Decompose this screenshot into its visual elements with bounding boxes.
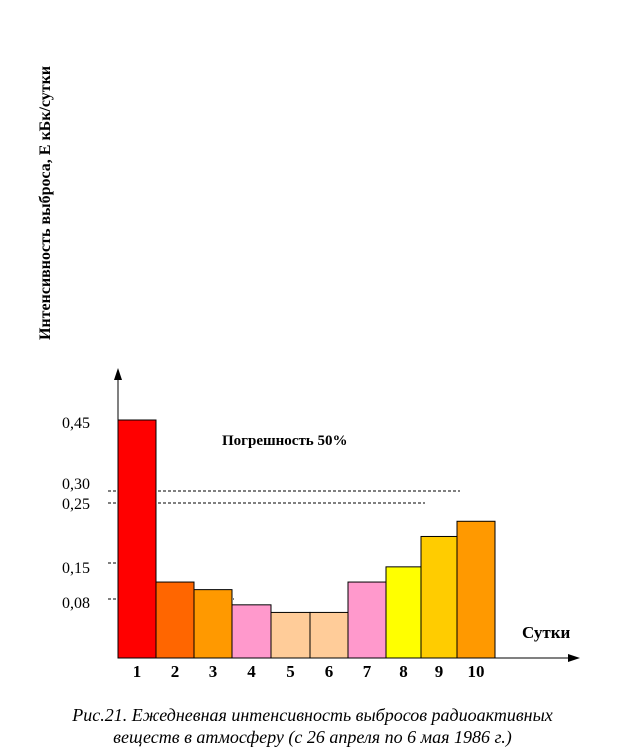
x-tick-label-6: 6 bbox=[325, 662, 334, 681]
x-tick-label-10: 10 bbox=[468, 662, 485, 681]
bars bbox=[117, 419, 496, 659]
y-tick-label: 0,45 bbox=[62, 415, 90, 432]
annotation-error: Погрешность 50% bbox=[222, 433, 348, 449]
x-tick-label-3: 3 bbox=[209, 662, 218, 681]
x-tick-label-7: 7 bbox=[363, 662, 372, 681]
x-tick-label-9: 9 bbox=[435, 662, 444, 681]
y-tick-label: 0,25 bbox=[62, 496, 90, 513]
caption-line-1: Рис.21. Ежедневная интенсивность выбросо… bbox=[72, 705, 553, 725]
y-tick-label: 0,08 bbox=[62, 595, 90, 612]
x-tick-label-2: 2 bbox=[171, 662, 180, 681]
x-tick-label-5: 5 bbox=[286, 662, 295, 681]
x-axis-label: Сутки bbox=[522, 623, 570, 642]
bar-4 bbox=[231, 604, 272, 659]
bar-10 bbox=[456, 520, 496, 659]
x-axis-arrow bbox=[568, 654, 580, 662]
caption-line-2: веществ в атмосферу (с 26 апреля по 6 ма… bbox=[113, 727, 512, 747]
y-ticks: 0,45 0,30 0,25 0,15 0,08 bbox=[62, 415, 90, 612]
bar-7 bbox=[347, 581, 387, 659]
bar-9 bbox=[420, 535, 458, 659]
bar-5 bbox=[270, 611, 311, 659]
bar-1 bbox=[117, 419, 157, 659]
y-axis-label: Интенсивность выброса, Е кБк/сутки bbox=[37, 66, 54, 340]
bar-8 bbox=[385, 566, 422, 659]
x-tick-label-1: 1 bbox=[133, 662, 142, 681]
y-tick-label: 0,30 bbox=[62, 476, 90, 493]
bar-6 bbox=[309, 611, 349, 659]
x-ticks: 1 2 3 4 5 6 7 8 9 10 bbox=[133, 662, 485, 681]
x-tick-label-4: 4 bbox=[247, 662, 256, 681]
y-tick-label: 0,15 bbox=[62, 560, 90, 577]
y-axis-arrow bbox=[114, 368, 122, 380]
figure-caption: Рис.21. Ежедневная интенсивность выбросо… bbox=[0, 704, 625, 748]
bar-3 bbox=[193, 589, 233, 659]
x-tick-label-8: 8 bbox=[399, 662, 408, 681]
bar-2 bbox=[155, 581, 195, 659]
axes bbox=[114, 368, 580, 662]
